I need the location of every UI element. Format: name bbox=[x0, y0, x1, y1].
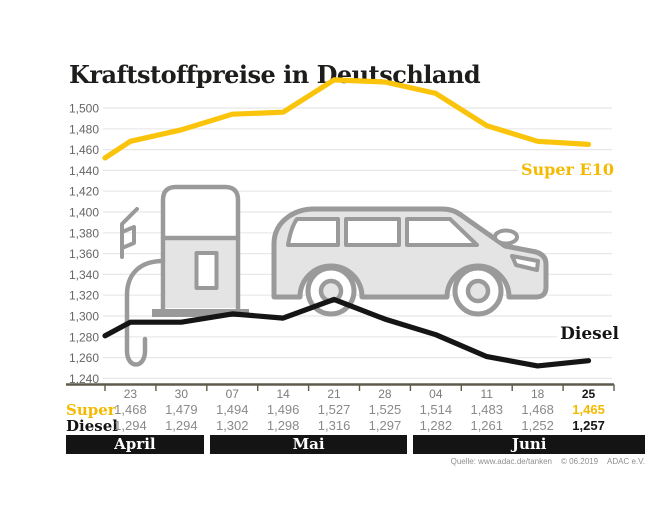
source-org: ADAC e.V. bbox=[607, 457, 645, 466]
car-middle-window bbox=[344, 217, 401, 247]
diesel-value-cell: 1,282 bbox=[419, 418, 453, 433]
y-axis-label: 1,500 bbox=[69, 102, 99, 116]
car-headlight bbox=[510, 254, 540, 272]
date-label: 21 bbox=[327, 386, 341, 401]
series-line-diesel bbox=[102, 296, 592, 369]
y-axis-label: 1,360 bbox=[69, 247, 99, 261]
diesel-value-cell: 1,257 bbox=[572, 418, 605, 433]
diesel-value-cell: 1,302 bbox=[215, 418, 249, 433]
date-label: 28 bbox=[378, 386, 392, 401]
y-axis-label: 1,260 bbox=[69, 351, 99, 365]
source-url: Quelle: www.adac.de/tanken bbox=[450, 457, 552, 466]
car-mirror bbox=[493, 228, 519, 246]
super-value-cell: 1,483 bbox=[470, 402, 504, 417]
date-label: 04 bbox=[429, 386, 443, 401]
y-axis-label: 1,440 bbox=[69, 164, 99, 178]
table-row-label-super: Super bbox=[66, 401, 116, 419]
source-line: Quelle: www.adac.de/tanken © 06.2019 ADA… bbox=[451, 457, 645, 466]
month-band-mai: Mai bbox=[209, 435, 408, 454]
pump-body-outline bbox=[160, 184, 241, 313]
date-label: 23 bbox=[123, 386, 138, 401]
series-line-super-e10 bbox=[102, 77, 592, 161]
fuel-pump-illustration bbox=[120, 184, 249, 367]
diesel-value-cell: 1,261 bbox=[470, 418, 504, 433]
date-label: 14 bbox=[276, 386, 290, 401]
pump-display-window bbox=[194, 251, 219, 290]
car-rear-window bbox=[286, 217, 340, 247]
super-value-cell: 1,496 bbox=[266, 402, 300, 417]
series-label-super-e10: Super E10 bbox=[517, 160, 617, 179]
super-value-cell: 1,514 bbox=[419, 402, 453, 417]
y-axis-label: 1,400 bbox=[69, 206, 99, 220]
diesel-value-cell: 1,294 bbox=[165, 418, 198, 433]
diesel-value-cell: 1,297 bbox=[368, 418, 402, 433]
month-band-april: April bbox=[66, 435, 204, 454]
date-label: 07 bbox=[225, 386, 239, 401]
super-value-cell: 1,468 bbox=[114, 402, 147, 417]
y-axis-label: 1,300 bbox=[69, 310, 99, 324]
date-label: 11 bbox=[480, 386, 493, 401]
super-value-cell: 1,468 bbox=[521, 402, 554, 417]
diesel-value-cell: 1,252 bbox=[521, 418, 554, 433]
date-label: 25 bbox=[581, 386, 596, 401]
super-value-cell: 1,494 bbox=[215, 402, 249, 417]
super-value-cell: 1,527 bbox=[317, 402, 351, 417]
x-axis bbox=[66, 383, 615, 391]
y-axis-label: 1,380 bbox=[69, 226, 99, 240]
super-value-cell: 1,465 bbox=[572, 402, 605, 417]
y-axis-label: 1,240 bbox=[69, 372, 99, 386]
car-illustration bbox=[271, 206, 549, 317]
diesel-value-cell: 1,316 bbox=[317, 418, 351, 433]
pump-hose bbox=[124, 258, 166, 367]
car-front-hub bbox=[465, 278, 491, 304]
car-body bbox=[271, 206, 549, 300]
line-layer bbox=[102, 77, 592, 369]
y-axis-label: 1,340 bbox=[69, 268, 99, 282]
super-value-cell: 1,525 bbox=[368, 402, 402, 417]
y-axis-label: 1,320 bbox=[69, 289, 99, 303]
month-band-juni: Juni bbox=[413, 435, 645, 454]
y-axis-label: 1,420 bbox=[69, 185, 99, 199]
pump-base bbox=[152, 309, 249, 317]
page-title: Kraftstoffpreise in Deutschland bbox=[69, 60, 481, 89]
diesel-value-cell: 1,294 bbox=[114, 418, 147, 433]
super-value-cell: 1,479 bbox=[165, 402, 198, 417]
car-front-window bbox=[405, 217, 479, 247]
pump-nozzle bbox=[120, 207, 139, 259]
y-axis-label: 1,480 bbox=[69, 122, 99, 136]
date-label: 30 bbox=[174, 386, 189, 401]
date-label: 18 bbox=[530, 386, 545, 401]
y-axis-label: 1,280 bbox=[69, 330, 99, 344]
series-label-diesel: Diesel bbox=[557, 324, 622, 344]
diesel-value-cell: 1,298 bbox=[266, 418, 300, 433]
source-copyright: © 06.2019 bbox=[561, 457, 599, 466]
table-row-label-diesel: Diesel bbox=[66, 417, 118, 435]
y-axis-label: 1,460 bbox=[69, 143, 99, 157]
